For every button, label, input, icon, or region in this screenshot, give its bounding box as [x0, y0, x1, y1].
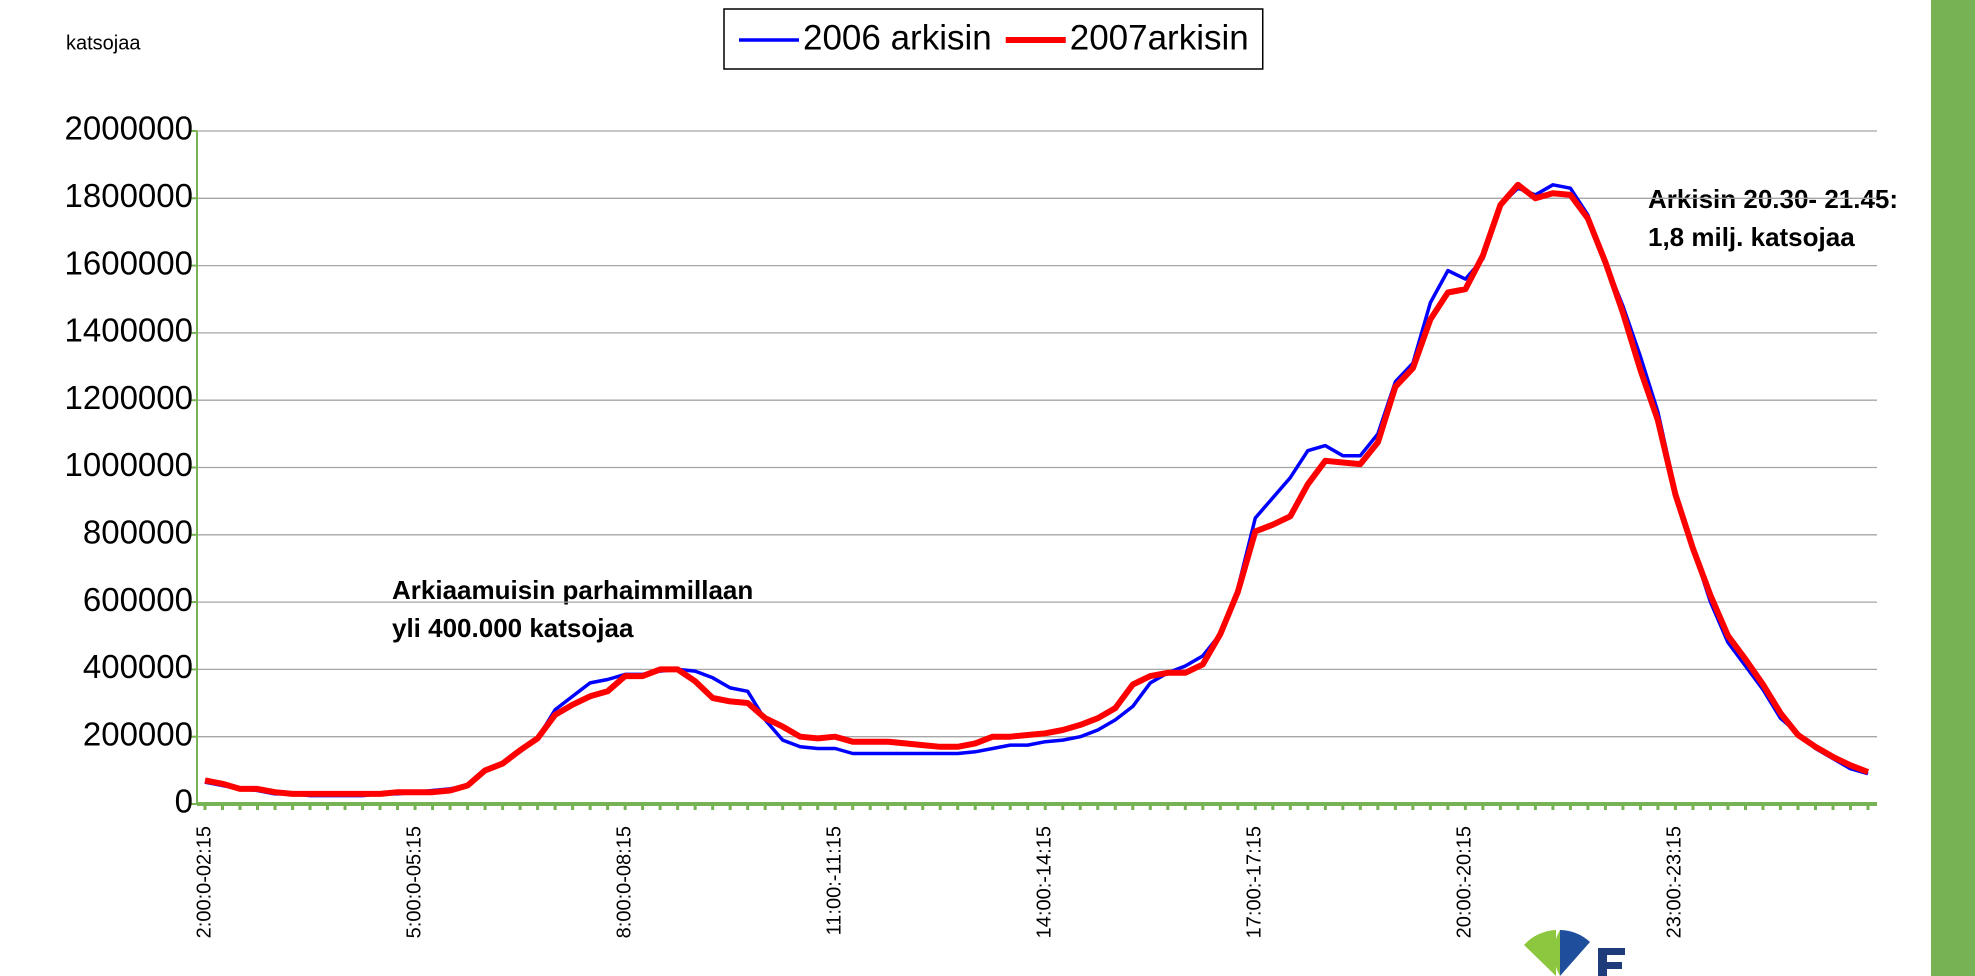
y-tick-label: 1400000 [65, 312, 193, 349]
logo-piece [1560, 930, 1590, 976]
annotation: 1,8 milj. katsojaa [1648, 222, 1855, 252]
y-tick-label: 0 [175, 783, 193, 820]
x-tick-label: 20:00:-20:15 [1454, 826, 1476, 938]
legend: 2006 arkisin 2007arkisin [723, 8, 1264, 70]
x-tick-label: 14:00:-14:15 [1034, 826, 1056, 938]
y-tick-label: 400000 [83, 648, 193, 685]
y-tick-label: 1600000 [65, 244, 193, 281]
y-tick-label: 1200000 [65, 379, 193, 416]
y-tick-label: 1000000 [65, 446, 193, 483]
x-tick-label: 11:00:-11:15 [823, 826, 845, 935]
y-tick-label: 2000000 [65, 110, 193, 147]
x-tick-label: 5:00:0-05:15 [403, 826, 425, 938]
series-line [204, 181, 1870, 797]
y-tick-label: 800000 [83, 514, 193, 551]
y-tick-label: 1800000 [65, 177, 193, 214]
legend-label: 2007arkisin [1070, 18, 1249, 57]
logo-piece [1524, 930, 1556, 976]
logo [1524, 930, 1625, 976]
x-tick-label: 8:00:0-08:15 [613, 826, 635, 938]
logo-letter [1598, 948, 1625, 976]
x-tick-label: 17:00:-17:15 [1244, 826, 1266, 938]
x-tick-label: 23:00:-23:15 [1664, 826, 1686, 938]
x-tick-label: 2:00:0-02:15 [193, 826, 215, 938]
series-line [204, 183, 1869, 798]
annotation: Arkiaamuisin parhaimmillaan [392, 575, 753, 605]
y-tick-label: 200000 [83, 715, 193, 752]
y-axis-label: katsojaa [66, 32, 141, 54]
legend-box [723, 8, 1264, 70]
y-tick-label: 600000 [83, 581, 193, 618]
legend-label: 2006 arkisin [803, 18, 992, 57]
annotation: yli 400.000 katsojaa [392, 613, 634, 643]
side-bar [1931, 0, 1975, 976]
